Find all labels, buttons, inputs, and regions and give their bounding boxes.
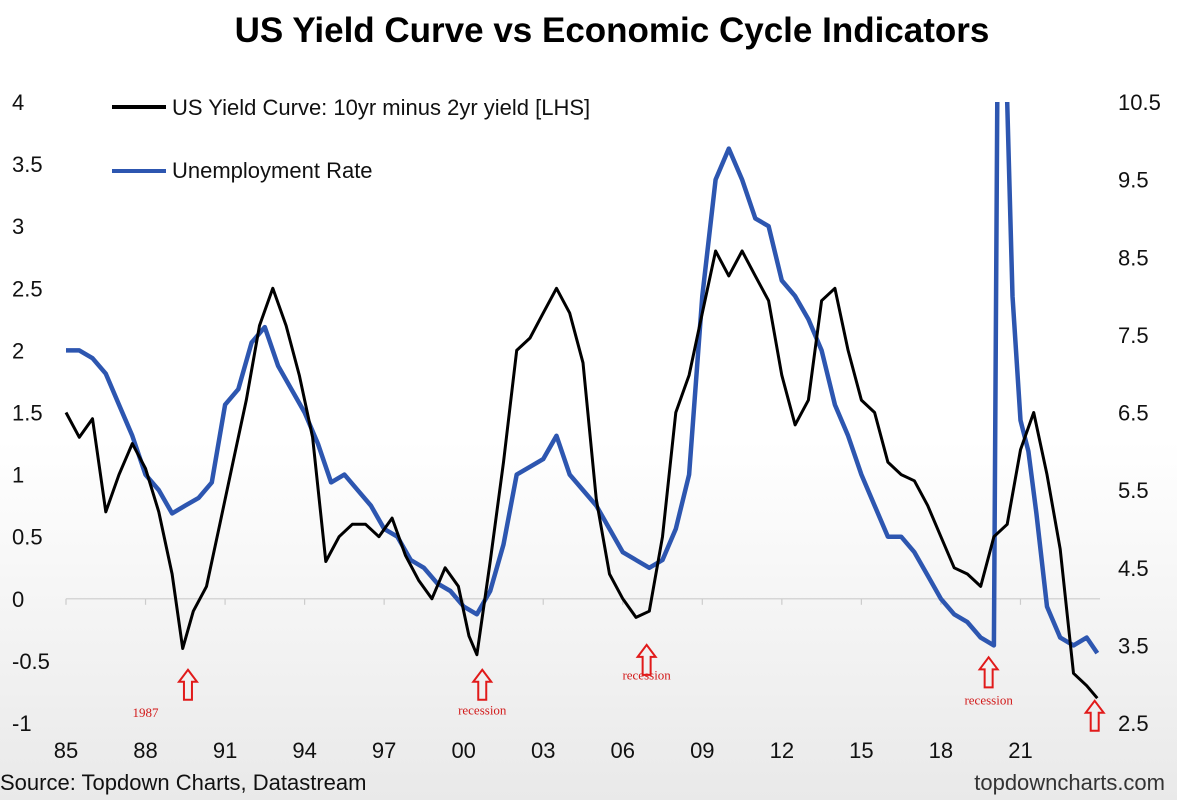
annotation-label: 1987 <box>133 705 160 720</box>
x-tick-label: 15 <box>849 738 873 763</box>
brand-watermark: topdowncharts.com <box>974 770 1165 795</box>
y-right-tick-label: 2.5 <box>1118 711 1149 736</box>
x-tick-label: 94 <box>292 738 316 763</box>
y-right-tick-label: 3.5 <box>1118 633 1149 658</box>
legend: US Yield Curve: 10yr minus 2yr yield [LH… <box>112 95 590 183</box>
annotation-label: recession <box>458 702 507 717</box>
annotation-label: recession <box>964 692 1013 707</box>
plot-series <box>64 102 1100 700</box>
source-note: Source: Topdown Charts, Datastream <box>0 770 366 795</box>
up-arrow-icon <box>1083 699 1106 732</box>
x-tick-label: 88 <box>133 738 157 763</box>
y-right-tick-label: 10.5 <box>1118 90 1161 115</box>
x-axis: 85 88 91 94 97 00 03 06 09 12 15 18 21 <box>54 598 1033 763</box>
x-tick-label: 97 <box>372 738 396 763</box>
x-tick-label: 91 <box>213 738 237 763</box>
y-left-tick-label: 2.5 <box>12 276 43 301</box>
y-left-tick-label: 4 <box>12 90 24 115</box>
x-tick-label: 18 <box>929 738 953 763</box>
y-right-tick-label: 5.5 <box>1118 478 1149 503</box>
y-right-tick-label: 9.5 <box>1118 168 1149 193</box>
up-arrow-icon <box>635 643 658 676</box>
chart-title: US Yield Curve vs Economic Cycle Indicat… <box>235 11 990 50</box>
x-tick-label: 85 <box>54 738 78 763</box>
x-tick-label: 03 <box>531 738 555 763</box>
x-tick-label: 00 <box>451 738 475 763</box>
legend-label-yield-curve: US Yield Curve: 10yr minus 2yr yield [LH… <box>172 95 590 120</box>
y-left-tick-label: 0 <box>12 587 24 612</box>
y-right-tick-label: 8.5 <box>1118 245 1149 270</box>
y-left-tick-label: -1 <box>12 711 32 736</box>
y-left-tick-label: -0.5 <box>12 649 50 674</box>
y-axis-right: 2.5 3.5 4.5 5.5 6.5 7.5 8.5 9.5 10.5 <box>1118 90 1161 736</box>
x-tick-label: 09 <box>690 738 714 763</box>
y-right-tick-label: 4.5 <box>1118 556 1149 581</box>
legend-label-unemployment: Unemployment Rate <box>172 158 373 183</box>
y-left-tick-label: 1.5 <box>12 401 43 426</box>
up-arrow-icon <box>471 668 494 701</box>
y-left-tick-label: 2 <box>12 338 24 363</box>
series-line-yield-curve <box>64 249 1099 700</box>
x-tick-label: 12 <box>770 738 794 763</box>
x-tick-label: 06 <box>611 738 635 763</box>
y-left-tick-label: 3 <box>12 214 24 239</box>
y-left-tick-label: 1 <box>12 463 24 488</box>
up-arrow-icon <box>176 668 199 701</box>
y-right-tick-label: 6.5 <box>1118 401 1149 426</box>
y-axis-left: -1 -0.5 0 0.5 1 1.5 2 2.5 3 3.5 4 <box>12 90 50 736</box>
y-left-tick-label: 3.5 <box>12 152 43 177</box>
series-line-unemployment <box>66 102 1100 655</box>
x-tick-label: 21 <box>1008 738 1032 763</box>
y-right-tick-label: 7.5 <box>1118 323 1149 348</box>
y-left-tick-label: 0.5 <box>12 525 43 550</box>
up-arrow-icon <box>977 655 1000 689</box>
